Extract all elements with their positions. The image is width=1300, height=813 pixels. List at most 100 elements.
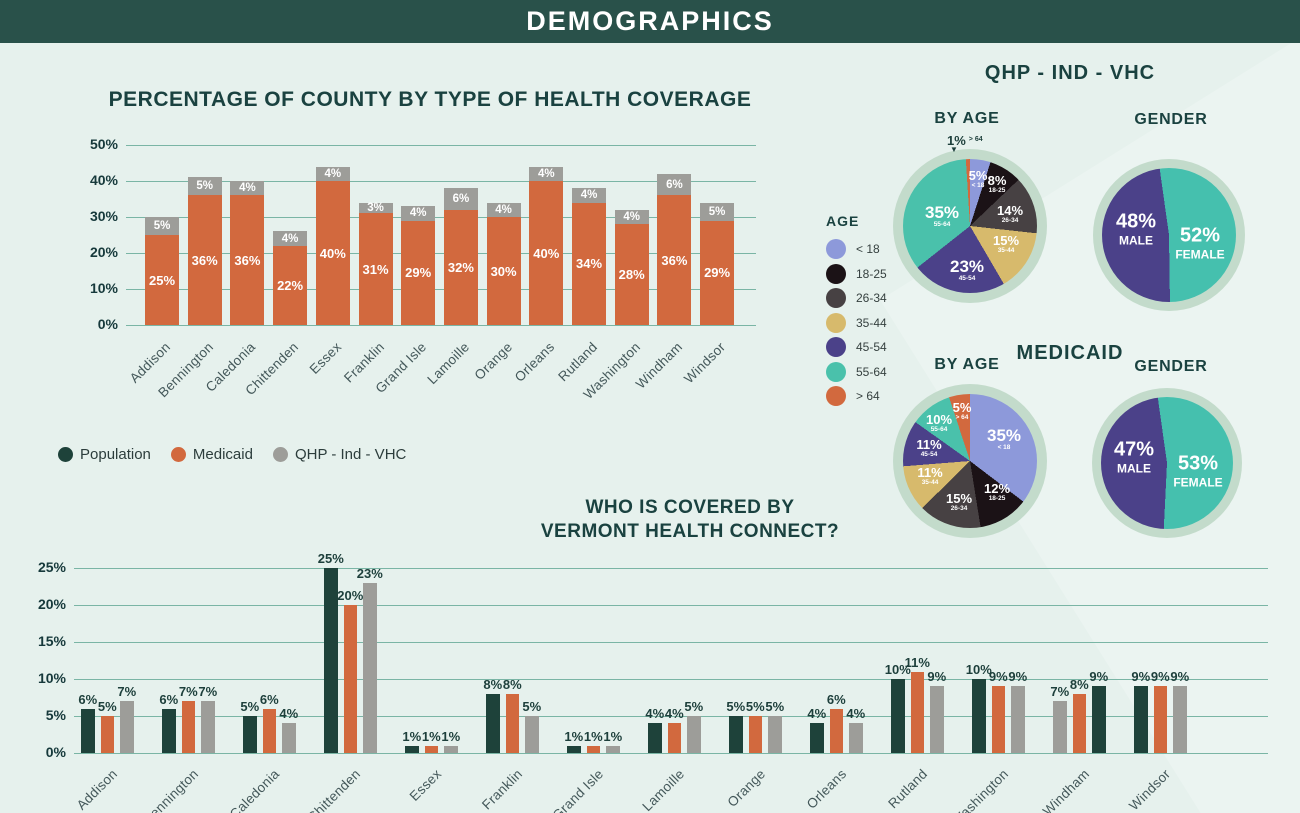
vhc-chart-title-line2: VERMONT HEALTH CONNECT?: [540, 520, 840, 542]
qhp-value-label: 4%: [623, 211, 640, 223]
bar-value-label: 5%: [97, 699, 117, 714]
grouped-bar: [768, 716, 782, 753]
y-tick-label: 10%: [37, 670, 66, 686]
county-label: Orleans: [512, 339, 558, 385]
qhp-segment: 4%: [614, 209, 649, 225]
medicaid-segment: 29%: [401, 220, 436, 325]
medicaid-segment: 36%: [187, 195, 222, 325]
vhc-plot: 6% 5% 7% Addison 6% 7% 7% Bennington 5% 6% 4% Caled…: [74, 551, 1268, 813]
legend-label: Population: [80, 446, 151, 463]
grouped-bar: [505, 693, 519, 753]
pie-slice-sublabel: 55-64: [930, 425, 948, 433]
medicaid-value-label: 29%: [704, 265, 731, 281]
pie-slice-percent: 53%: [1177, 452, 1219, 475]
qhp-swatch-icon: [272, 447, 288, 462]
grouped-bar: [324, 568, 338, 753]
age-legend-row: 35-44: [826, 312, 887, 333]
pie-slice-percent: 23%: [949, 256, 985, 276]
grouped-bar: [930, 686, 944, 753]
pie-slice-percent: 35%: [924, 202, 960, 222]
bar-value-label: 6%: [259, 691, 279, 707]
age-legend-row: > 64: [826, 386, 887, 406]
series-legend: Population Medicaid QHP - Ind - VHC: [58, 446, 406, 463]
pie-slice-sublabel: 35-44: [921, 478, 939, 486]
age-lt18-swatch-icon: [826, 239, 846, 259]
qhp-by-age-pie-ring: 5% < 18 8% 18-25 14% 26-34 15% 35-44 23% 45-54 35%…: [893, 149, 1047, 303]
qhp-value-label: 6%: [666, 178, 683, 191]
county-label: Windham: [1039, 766, 1093, 813]
grouped-bar: [972, 679, 986, 753]
medicaid-segment: 30%: [486, 217, 521, 325]
pie-slice-sublabel: MALE: [1117, 461, 1151, 476]
qhp-segment: 3%: [358, 202, 393, 214]
pie-slice-sublabel: 18-25: [988, 186, 1006, 194]
pie-slice-percent: 8%: [987, 172, 1007, 188]
age-45-54-swatch-icon: [826, 337, 846, 357]
vhc-gridline: [74, 605, 1268, 606]
stacked-bar: 5% 36%: [187, 177, 222, 325]
qhp-section-title: QHP - IND - VHC: [984, 62, 1156, 84]
qhp-gender-pie: 52% FEMALE 48% MALE: [1102, 168, 1236, 302]
y-tick-label: 25%: [37, 559, 66, 575]
medicaid-value-label: 36%: [234, 252, 261, 268]
medicaid-segment: 29%: [700, 220, 735, 325]
stacked-bar: 4% 30%: [486, 202, 521, 325]
pie-slice-label: 14% 26-34: [997, 204, 1023, 225]
qhp-gender-title: GENDER: [1134, 111, 1208, 128]
bar-value-label: 4%: [846, 706, 866, 722]
medicaid-segment: 25%: [145, 235, 179, 325]
county-label: Bennington: [140, 766, 202, 813]
county-label: Windsor: [1126, 766, 1174, 813]
vhc-chart-title-line1: WHO IS COVERED BY: [585, 497, 795, 518]
age-gt64-swatch-icon: [826, 386, 846, 406]
qhp-value-label: 5%: [708, 205, 726, 218]
bar-value-label: 5%: [240, 699, 260, 714]
qhp-by-age-pie: 5% < 18 8% 18-25 14% 26-34 15% 35-44 23% 45-54 35%…: [903, 159, 1037, 293]
pie-slice-label: 15% 26-34: [946, 492, 972, 513]
bar-value-label: 25%: [317, 551, 344, 566]
qhp-value-label: 4%: [495, 203, 512, 216]
age-legend-row: 18-25: [826, 263, 887, 284]
stacked-bar: 5% 25%: [145, 217, 179, 325]
age-legend-title: AGE: [826, 213, 860, 229]
vhc-chart-title: WHO IS COVERED BY VERMONT HEALTH CONNECT…: [390, 496, 990, 544]
coverage-gridline: [126, 289, 756, 290]
pie-slice-percent: 11%: [917, 464, 943, 480]
grouped-bar: [648, 723, 662, 753]
age-legend-label: 26-34: [856, 291, 887, 305]
bar-value-label: 8%: [483, 676, 503, 692]
county-label: Caledonia: [226, 766, 283, 813]
bar-value-label: 6%: [78, 691, 98, 707]
grouped-bar: [567, 745, 581, 753]
grouped-bar: [687, 716, 701, 753]
bar-value-label: 10%: [965, 662, 992, 677]
bar-value-label: 1%: [564, 728, 584, 744]
pie-slice-label: 23% 45-54: [950, 258, 984, 283]
grouped-bar: [829, 708, 843, 753]
medicaid-segment: 34%: [572, 202, 606, 325]
coverage-gridline: [126, 253, 756, 254]
vhc-gridline: [74, 753, 1268, 754]
qhp-age-callout: 1% > 64 ▼: [947, 132, 983, 154]
qhp-segment: 4%: [230, 181, 265, 196]
age-legend-label: 35-44: [856, 315, 887, 330]
medicaid-segment: 31%: [358, 213, 393, 325]
medicaid-swatch-icon: [170, 447, 186, 462]
county-label: Orange: [471, 339, 515, 383]
grouped-bar: [810, 723, 824, 753]
medicaid-value-label: 28%: [618, 267, 645, 283]
y-tick-label: 15%: [37, 633, 66, 649]
legend-label: Medicaid: [192, 446, 253, 463]
grouped-bar: [729, 716, 743, 753]
pie-slice-percent: 5%: [968, 167, 988, 183]
bar-value-label: 9%: [927, 669, 947, 685]
qhp-by-age-title: BY AGE: [934, 110, 1000, 127]
qhp-segment: 5%: [187, 177, 222, 196]
pie-slice-percent: 11%: [916, 436, 942, 452]
bar-value-label: 1%: [441, 728, 461, 744]
medicaid-value-label: 25%: [148, 272, 176, 288]
stacked-bar: 5% 29%: [700, 202, 735, 325]
medicaid-segment: 22%: [273, 245, 308, 325]
qhp-segment: 4%: [572, 188, 606, 203]
